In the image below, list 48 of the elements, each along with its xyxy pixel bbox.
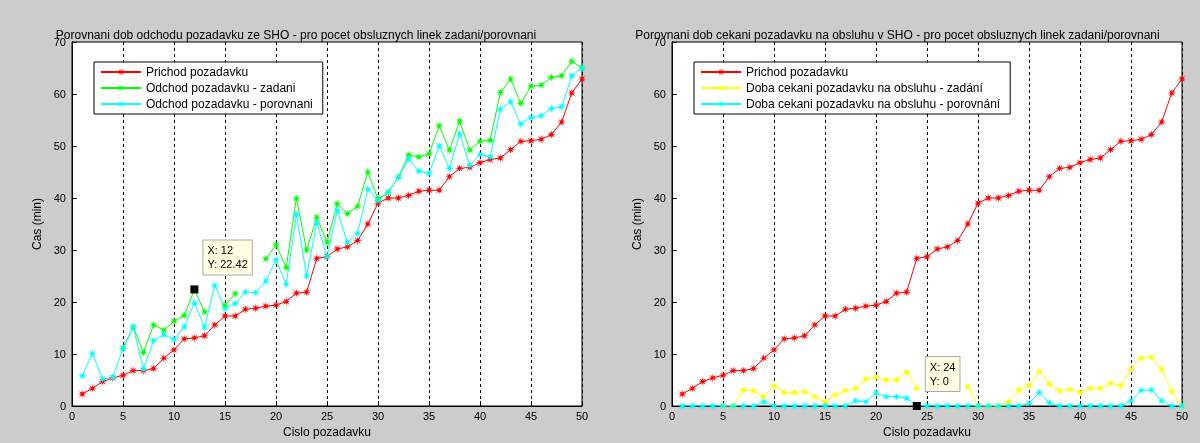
- y-tick-label: 0: [659, 400, 666, 412]
- legend-label: Doba cekani pozadavku na obsluhu - zadání: [746, 81, 984, 95]
- x-tick-label: 0: [668, 409, 676, 422]
- y-tick-label: 50: [653, 140, 666, 152]
- x-tick-label: 5: [719, 409, 727, 422]
- legend-label: Odchod pozadavku - porovnani: [146, 97, 313, 111]
- y-tick-label: 50: [53, 140, 66, 152]
- x-tick-label: 10: [767, 409, 781, 422]
- y-tick-label: 10: [53, 348, 66, 360]
- x-tick-label: 30: [971, 409, 985, 422]
- x-tick-label: 30: [371, 409, 385, 422]
- legend-label: Prichod pozadavku: [146, 65, 249, 79]
- x-axis-title: Cislo pozadavku: [282, 424, 372, 439]
- x-tick-label: 45: [1124, 409, 1138, 422]
- y-axis-title: Cas (min): [29, 197, 44, 251]
- y-tick-label: 40: [53, 192, 66, 204]
- x-tick-label: 10: [167, 409, 181, 422]
- y-tick-label: 60: [653, 88, 666, 100]
- x-tick-label: 25: [320, 409, 334, 422]
- y-tick-label: 20: [653, 296, 666, 308]
- x-tick-label: 5: [119, 409, 127, 422]
- legend-label: Prichod pozadavku: [746, 65, 849, 79]
- y-tick-label: 0: [59, 400, 66, 412]
- x-tick-label: 50: [575, 409, 589, 422]
- x-tick-label: 25: [920, 409, 934, 422]
- x-tick-label: 35: [422, 409, 436, 422]
- y-tick-label: 40: [653, 192, 666, 204]
- annotation: X: 12 Y: 22.42: [207, 244, 248, 271]
- x-tick-label: 40: [1073, 409, 1087, 422]
- x-axis-title: Cislo pozadavku: [882, 424, 972, 439]
- x-tick-label: 20: [269, 409, 283, 422]
- x-tick-label: 15: [218, 409, 232, 422]
- x-tick-label: 0: [68, 409, 76, 422]
- legend-label: Odchod pozadavku - zadani: [146, 81, 296, 95]
- x-tick-label: 40: [473, 409, 487, 422]
- y-tick-label: 30: [53, 244, 66, 256]
- annotation: X: 24 Y: 0: [929, 361, 956, 387]
- x-tick-label: 45: [524, 409, 538, 422]
- legend-label: Doba cekani pozadavku na obsluhu - porovnání: [746, 97, 1001, 111]
- y-axis-title: Cas (min): [629, 197, 644, 251]
- x-tick-label: 50: [1175, 409, 1189, 422]
- x-tick-label: 15: [818, 409, 832, 422]
- y-tick-label: 60: [53, 88, 66, 100]
- x-tick-label: 20: [869, 409, 883, 422]
- y-tick-label: 30: [653, 244, 666, 256]
- x-tick-label: 35: [1022, 409, 1036, 422]
- y-tick-label: 20: [53, 296, 66, 308]
- y-tick-label: 10: [653, 348, 666, 360]
